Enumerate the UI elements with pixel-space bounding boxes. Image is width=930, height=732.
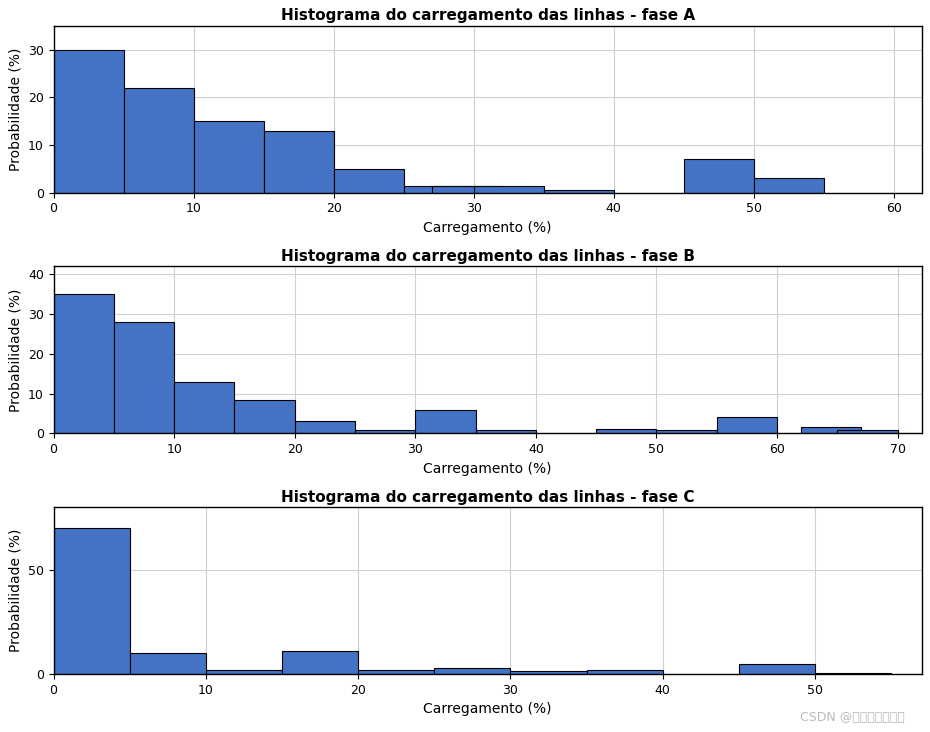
Bar [475,430,536,433]
Bar [657,430,717,433]
Bar [282,651,358,674]
Text: CSDN @电气工程研习社: CSDN @电气工程研习社 [800,711,904,724]
Bar [511,671,587,674]
Title: Histograma do carregamento das linhas - fase A: Histograma do carregamento das linhas - … [281,8,695,23]
X-axis label: Carregamento (%): Carregamento (%) [423,462,551,476]
Bar [739,663,815,674]
Bar [404,186,473,193]
Bar [717,417,777,433]
X-axis label: Carregamento (%): Carregamento (%) [423,702,551,716]
Bar [432,186,501,193]
Bar [684,160,753,193]
X-axis label: Carregamento (%): Carregamento (%) [423,221,551,235]
Title: Histograma do carregamento das linhas - fase C: Histograma do carregamento das linhas - … [281,490,695,504]
Bar [174,381,234,433]
Bar [206,670,282,674]
Bar [54,294,113,433]
Bar [193,122,263,193]
Bar [113,322,174,433]
Bar [815,673,891,674]
Bar [124,88,193,193]
Bar [753,179,824,193]
Bar [234,400,295,433]
Bar [434,668,511,674]
Bar [130,653,206,674]
Bar [544,190,614,193]
Y-axis label: Probabilidade (%): Probabilidade (%) [8,288,22,411]
Y-axis label: Probabilidade (%): Probabilidade (%) [8,529,22,652]
Bar [801,427,861,433]
Bar [334,169,404,193]
Bar [295,422,355,433]
Bar [587,670,663,674]
Bar [54,50,124,193]
Title: Histograma do carregamento das linhas - fase B: Histograma do carregamento das linhas - … [281,249,695,264]
Bar [355,430,416,433]
Bar [358,670,434,674]
Bar [596,430,657,433]
Bar [54,528,130,674]
Y-axis label: Probabilidade (%): Probabilidade (%) [8,48,22,171]
Bar [416,409,475,433]
Bar [837,430,897,433]
Bar [473,186,544,193]
Bar [263,131,334,193]
